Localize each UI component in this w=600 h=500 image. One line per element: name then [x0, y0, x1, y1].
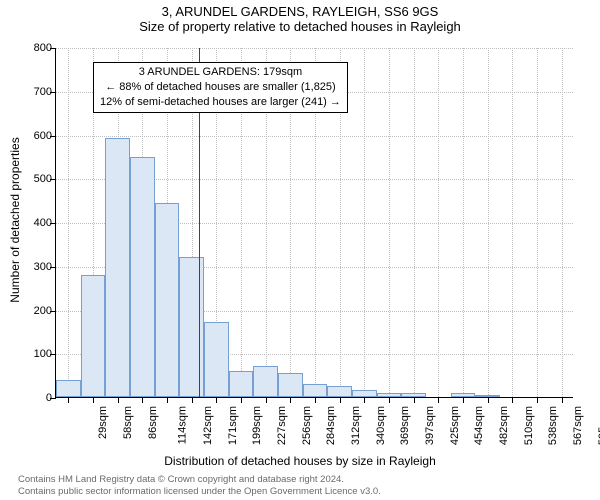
x-tick	[463, 397, 464, 403]
x-tick	[118, 397, 119, 403]
x-tick-label: 454sqm	[473, 406, 485, 445]
x-tick-label: 114sqm	[177, 406, 189, 444]
x-axis-label: Distribution of detached houses by size …	[0, 454, 600, 468]
x-tick	[438, 397, 439, 403]
x-tick	[537, 397, 538, 403]
histogram-bar	[278, 373, 303, 397]
y-tick-label: 700	[34, 86, 52, 98]
x-gridline	[537, 48, 538, 397]
y-tick-label: 400	[34, 217, 52, 229]
x-tick	[562, 397, 563, 403]
x-gridline	[438, 48, 439, 397]
x-tick	[364, 397, 365, 403]
x-tick	[93, 397, 94, 403]
footer-attribution: Contains HM Land Registry data © Crown c…	[18, 474, 381, 498]
x-tick-label: 510sqm	[523, 406, 535, 445]
histogram-bar	[303, 384, 328, 397]
x-tick-label: 284sqm	[325, 406, 337, 445]
x-tick-label: 58sqm	[122, 406, 134, 439]
y-tick-label: 800	[34, 42, 52, 54]
x-gridline	[68, 48, 69, 397]
x-gridline	[562, 48, 563, 397]
y-tick-label: 600	[34, 130, 52, 142]
x-tick	[488, 397, 489, 403]
y-tick-label: 0	[46, 392, 52, 404]
x-tick	[414, 397, 415, 403]
x-tick-label: 29sqm	[97, 406, 109, 439]
x-tick-label: 86sqm	[147, 406, 159, 439]
x-gridline	[364, 48, 365, 397]
x-tick-label: 142sqm	[202, 406, 214, 445]
y-tick-label: 300	[34, 261, 52, 273]
y-tick-label: 100	[34, 348, 52, 360]
x-tick	[241, 397, 242, 403]
x-tick-label: 171sqm	[227, 406, 239, 445]
footer-line2: Contains public sector information licen…	[18, 486, 381, 498]
x-gridline	[488, 48, 489, 397]
histogram-bar	[130, 157, 155, 397]
histogram-bar	[179, 257, 204, 397]
x-tick	[266, 397, 267, 403]
title-subtitle: Size of property relative to detached ho…	[0, 19, 600, 34]
histogram-bar	[204, 322, 229, 397]
y-axis-label: Number of detached properties	[8, 137, 22, 302]
histogram-bar	[253, 366, 278, 397]
x-tick	[142, 397, 143, 403]
x-tick	[167, 397, 168, 403]
x-tick-label: 227sqm	[276, 406, 288, 445]
info-box: 3 ARUNDEL GARDENS: 179sqm ← 88% of detac…	[93, 62, 348, 113]
infobox-line2: ← 88% of detached houses are smaller (1,…	[100, 80, 341, 95]
x-tick-label: 340sqm	[375, 406, 387, 445]
y-tick-label: 500	[34, 173, 52, 185]
x-gridline	[389, 48, 390, 397]
x-tick	[216, 397, 217, 403]
x-tick-label: 425sqm	[449, 406, 461, 445]
infobox-line1: 3 ARUNDEL GARDENS: 179sqm	[100, 65, 341, 80]
histogram-bar	[155, 203, 180, 397]
infobox-line3: 12% of semi-detached houses are larger (…	[100, 95, 341, 110]
footer-line1: Contains HM Land Registry data © Crown c…	[18, 474, 381, 486]
x-tick	[512, 397, 513, 403]
x-tick	[68, 397, 69, 403]
x-tick-label: 369sqm	[399, 406, 411, 445]
x-tick	[192, 397, 193, 403]
histogram-bar	[229, 371, 254, 397]
x-tick-label: 567sqm	[572, 406, 584, 445]
x-gridline	[414, 48, 415, 397]
title-block: 3, ARUNDEL GARDENS, RAYLEIGH, SS6 9GS Si…	[0, 4, 600, 34]
x-tick-label: 256sqm	[301, 406, 313, 445]
x-tick	[340, 397, 341, 403]
x-tick	[290, 397, 291, 403]
x-tick-label: 538sqm	[547, 406, 559, 445]
title-address: 3, ARUNDEL GARDENS, RAYLEIGH, SS6 9GS	[0, 4, 600, 19]
histogram-bar	[105, 138, 130, 397]
x-gridline	[512, 48, 513, 397]
histogram-bar	[56, 380, 81, 398]
x-tick-label: 397sqm	[424, 406, 436, 445]
x-gridline	[463, 48, 464, 397]
histogram-bar	[81, 275, 106, 397]
histogram-bar	[327, 386, 352, 397]
x-tick-label: 482sqm	[498, 406, 510, 445]
chart-root: 3, ARUNDEL GARDENS, RAYLEIGH, SS6 9GS Si…	[0, 0, 600, 500]
y-tick-label: 200	[34, 305, 52, 317]
x-tick	[389, 397, 390, 403]
x-tick	[315, 397, 316, 403]
x-tick-label: 199sqm	[251, 406, 263, 445]
x-tick-label: 312sqm	[350, 406, 362, 445]
